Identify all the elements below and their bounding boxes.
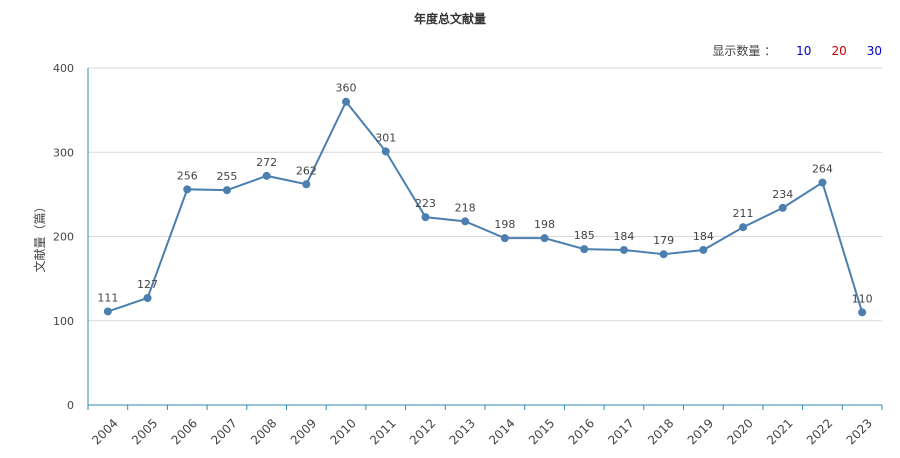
data-label-2007: 255 bbox=[216, 170, 237, 183]
data-label-2012: 223 bbox=[415, 197, 436, 210]
data-label-2021: 234 bbox=[772, 188, 793, 201]
data-point-2016[interactable] bbox=[580, 245, 589, 254]
x-tick-label: 2015 bbox=[526, 416, 557, 447]
series-line bbox=[107, 99, 864, 313]
data-label-2016: 185 bbox=[574, 229, 595, 242]
data-label-2022: 264 bbox=[812, 163, 833, 176]
data-label-2005: 127 bbox=[137, 278, 158, 291]
display-count-label: 显示数量 ： bbox=[712, 44, 777, 58]
data-point-2006[interactable] bbox=[183, 185, 192, 194]
data-label-2011: 301 bbox=[375, 131, 396, 144]
data-point-2012[interactable] bbox=[421, 213, 430, 222]
x-tick-label: 2008 bbox=[248, 416, 279, 447]
x-tick-label: 2023 bbox=[844, 416, 875, 447]
x-tick-label: 2007 bbox=[208, 416, 239, 447]
data-point-2019[interactable] bbox=[699, 245, 708, 254]
data-label-2013: 218 bbox=[455, 201, 476, 214]
data-label-2015: 198 bbox=[534, 218, 555, 231]
y-tick-label: 0 bbox=[67, 399, 74, 412]
data-label-2006: 256 bbox=[177, 169, 198, 182]
display-count-selector: 显示数量 ： 10 20 30 bbox=[712, 42, 882, 59]
y-tick-label: 200 bbox=[53, 231, 74, 244]
y-tick-label: 300 bbox=[53, 146, 74, 159]
x-tick-label: 2020 bbox=[724, 416, 755, 447]
x-tick-label: 2021 bbox=[764, 416, 795, 447]
data-label-2023: 110 bbox=[852, 292, 873, 305]
y-tick-label: 400 bbox=[53, 62, 74, 75]
data-label-2019: 184 bbox=[693, 230, 714, 243]
data-point-2013[interactable] bbox=[461, 217, 470, 226]
x-tick-label: 2019 bbox=[685, 416, 716, 447]
data-point-2005[interactable] bbox=[143, 294, 152, 303]
grid-lines bbox=[88, 67, 882, 322]
data-point-2009[interactable] bbox=[302, 180, 311, 189]
x-tick-label: 2012 bbox=[407, 416, 438, 447]
x-tick-label: 2014 bbox=[486, 416, 517, 447]
data-label-2008: 272 bbox=[256, 156, 277, 169]
x-tick-label: 2006 bbox=[169, 416, 200, 447]
series-polyline bbox=[107, 99, 864, 313]
x-tick-label: 2017 bbox=[605, 416, 636, 447]
data-point-2014[interactable] bbox=[500, 234, 509, 243]
data-point-2004[interactable] bbox=[103, 307, 112, 316]
x-tick-label: 2009 bbox=[288, 416, 319, 447]
x-tick-label: 2013 bbox=[447, 416, 478, 447]
data-label-2018: 179 bbox=[653, 234, 674, 247]
data-point-2007[interactable] bbox=[222, 186, 231, 195]
data-label-2020: 211 bbox=[733, 207, 754, 220]
x-tick-label: 2016 bbox=[566, 416, 597, 447]
data-points[interactable] bbox=[103, 97, 867, 317]
x-tick-label: 2022 bbox=[804, 416, 835, 447]
data-point-2022[interactable] bbox=[818, 178, 827, 187]
data-point-2020[interactable] bbox=[739, 223, 748, 232]
data-point-2008[interactable] bbox=[262, 171, 271, 180]
x-tick-label: 2018 bbox=[645, 416, 676, 447]
x-tick-label: 2005 bbox=[129, 416, 160, 447]
data-label-2004: 111 bbox=[97, 291, 118, 304]
data-labels: 111 127 256 255 272 262 360 301 223 218 198 198 185 1… bbox=[97, 82, 872, 306]
display-count-option-30[interactable]: 30 bbox=[866, 43, 882, 58]
axes bbox=[87, 68, 883, 410]
data-point-2010[interactable] bbox=[342, 97, 351, 106]
x-tick-label: 2004 bbox=[89, 416, 120, 447]
data-label-2017: 184 bbox=[613, 230, 634, 243]
display-count-option-10[interactable]: 10 bbox=[796, 43, 812, 58]
data-label-2014: 198 bbox=[494, 218, 515, 231]
data-point-2023[interactable] bbox=[858, 308, 867, 317]
data-point-2015[interactable] bbox=[540, 234, 549, 243]
chart-title: 年度总文献量 bbox=[414, 11, 486, 26]
data-label-2009: 262 bbox=[296, 164, 317, 177]
data-point-2021[interactable] bbox=[778, 203, 787, 212]
y-axis-label: 文献量（篇） bbox=[32, 200, 47, 272]
display-count-option-20[interactable]: 20 bbox=[831, 43, 847, 58]
data-point-2017[interactable] bbox=[619, 245, 628, 254]
y-tick-labels: 0 100 200 300 400 bbox=[53, 62, 74, 412]
x-tick-labels: 2004 2005 2006 2007 2008 2009 2010 2011 2012 2013… bbox=[89, 416, 875, 447]
data-point-2011[interactable] bbox=[381, 147, 390, 156]
data-label-2010: 360 bbox=[336, 82, 357, 95]
data-point-2018[interactable] bbox=[659, 250, 668, 259]
x-tick-label: 2011 bbox=[367, 416, 398, 447]
y-tick-label: 100 bbox=[53, 315, 74, 328]
x-tick-label: 2010 bbox=[327, 416, 358, 447]
